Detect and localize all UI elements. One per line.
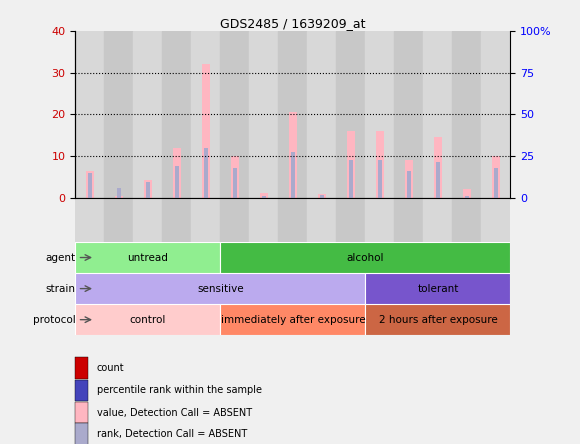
Text: rank, Detection Call = ABSENT: rank, Detection Call = ABSENT [97, 429, 247, 439]
Bar [394, 198, 423, 242]
Bar [365, 304, 510, 335]
Bar [175, 166, 179, 198]
Bar [133, 198, 162, 242]
Bar [75, 242, 220, 273]
Bar [336, 198, 365, 242]
Bar [75, 304, 220, 335]
Bar [260, 194, 267, 198]
Bar [75, 380, 88, 401]
Bar [349, 160, 353, 198]
Text: strain: strain [45, 284, 75, 293]
Bar [463, 189, 470, 198]
Bar [220, 242, 510, 273]
Bar [75, 424, 88, 444]
Bar [289, 112, 296, 198]
Bar [365, 198, 394, 242]
Bar [220, 198, 249, 242]
Bar [452, 198, 481, 242]
Bar [262, 196, 266, 198]
Text: immediately after exposure: immediately after exposure [220, 315, 365, 325]
Bar [202, 64, 209, 198]
Bar [318, 194, 325, 198]
Bar [320, 195, 324, 198]
Bar [376, 131, 383, 198]
Bar [405, 160, 412, 198]
Bar [492, 156, 499, 198]
Bar [144, 180, 151, 198]
Bar [86, 170, 93, 198]
Text: count: count [97, 363, 125, 373]
Bar [452, 31, 481, 198]
Bar [436, 162, 440, 198]
Bar [278, 198, 307, 242]
Bar [278, 31, 307, 198]
Bar [75, 198, 104, 242]
Bar [133, 31, 162, 198]
Bar [117, 188, 121, 198]
Bar [104, 198, 133, 242]
Bar [233, 168, 237, 198]
Bar [162, 31, 191, 198]
Bar [173, 148, 180, 198]
Bar [394, 31, 423, 198]
Bar [115, 196, 122, 198]
Bar [220, 304, 365, 335]
Bar [220, 31, 249, 198]
Text: value, Detection Call = ABSENT: value, Detection Call = ABSENT [97, 408, 252, 418]
Bar [307, 31, 336, 198]
Bar [365, 31, 394, 198]
Bar [249, 198, 278, 242]
Bar [465, 196, 469, 198]
Bar [162, 198, 191, 242]
Bar [423, 198, 452, 242]
Bar [75, 357, 88, 379]
Bar [104, 31, 133, 198]
Text: control: control [130, 315, 166, 325]
Bar [75, 31, 104, 198]
Text: untread: untread [128, 253, 168, 262]
Bar [307, 198, 336, 242]
Text: 2 hours after exposure: 2 hours after exposure [379, 315, 497, 325]
Bar [75, 273, 365, 304]
Bar [249, 31, 278, 198]
Bar [494, 168, 498, 198]
Text: percentile rank within the sample: percentile rank within the sample [97, 385, 262, 395]
Text: tolerant: tolerant [417, 284, 459, 293]
Text: sensitive: sensitive [197, 284, 244, 293]
Bar [423, 31, 452, 198]
Bar [481, 198, 510, 242]
Bar [75, 402, 88, 424]
Bar [347, 131, 354, 198]
Bar [336, 31, 365, 198]
Title: GDS2485 / 1639209_at: GDS2485 / 1639209_at [220, 17, 365, 30]
Bar [146, 182, 150, 198]
Bar [291, 152, 295, 198]
Bar [204, 148, 208, 198]
Bar [365, 273, 510, 304]
Text: alcohol: alcohol [347, 253, 384, 262]
Text: protocol: protocol [32, 315, 75, 325]
Bar [481, 31, 510, 198]
Bar [434, 137, 441, 198]
Bar [88, 174, 92, 198]
Bar [191, 198, 220, 242]
Bar [231, 156, 238, 198]
Bar [191, 31, 220, 198]
Bar [378, 160, 382, 198]
Text: agent: agent [45, 253, 75, 262]
Bar [407, 170, 411, 198]
